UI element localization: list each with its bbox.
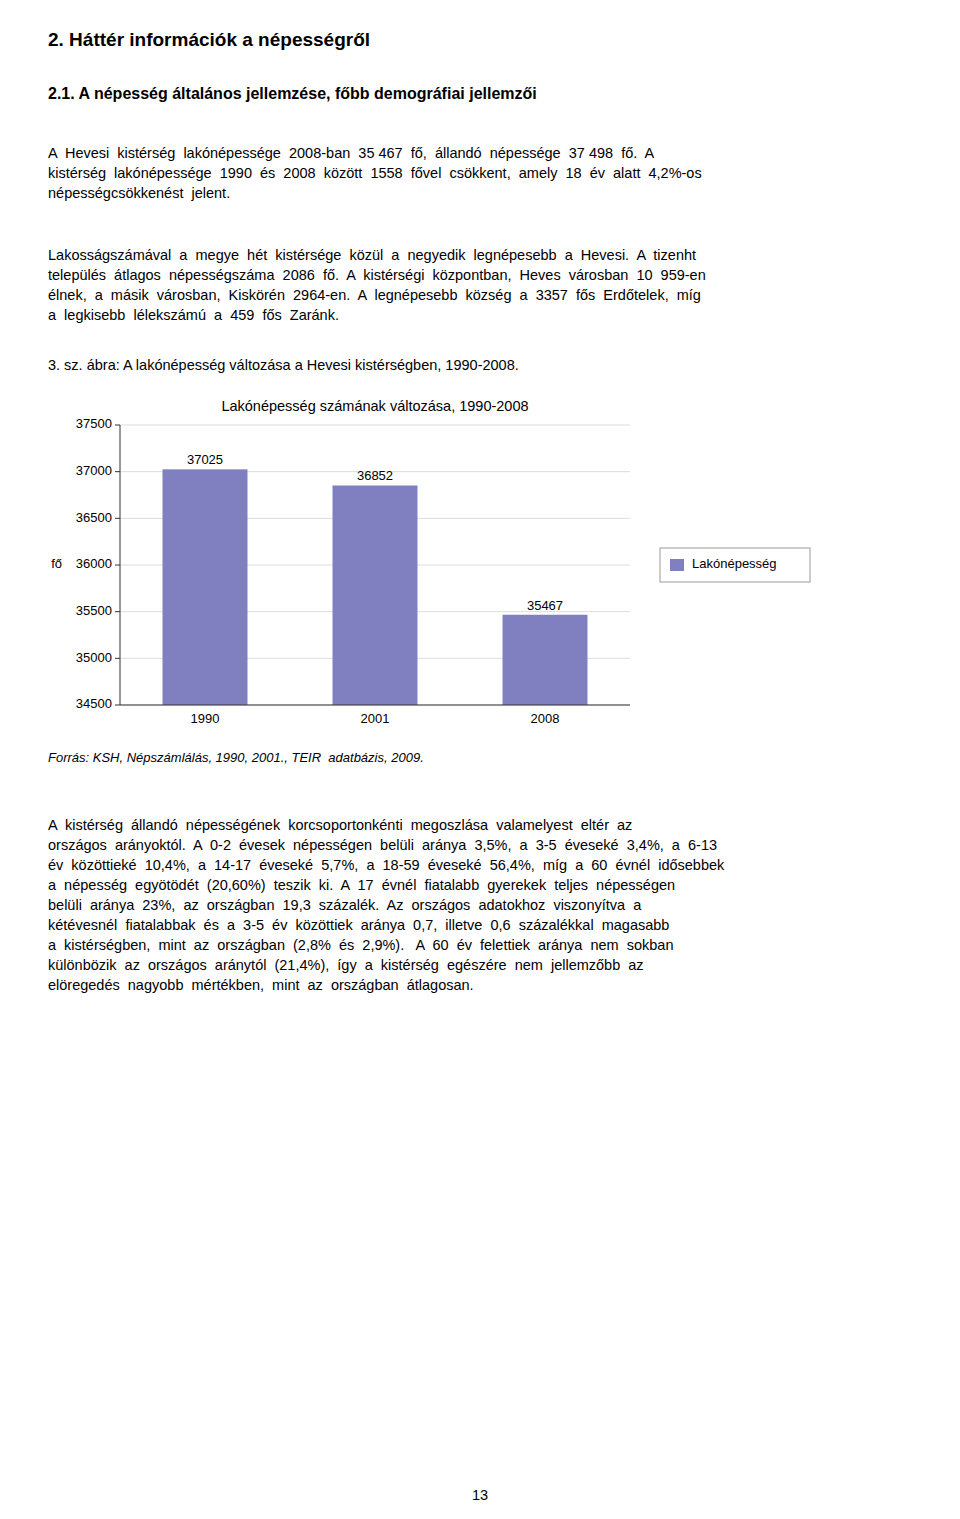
bar xyxy=(333,485,418,705)
paragraph-line: belüli aránya 23%, az országban 19,3 szá… xyxy=(48,897,642,913)
section-title: 2.1. A népesség általános jellemzése, fő… xyxy=(48,85,537,102)
paragraph-line: Lakosságszámával a megye hét kistérsége … xyxy=(48,247,696,263)
y-tick xyxy=(115,565,120,566)
chart: Lakónépesség számának változása, 1990-20… xyxy=(51,398,810,726)
paragraph-line: országos arányoktól. A 0-2 évesek népess… xyxy=(48,837,717,853)
page-number: 13 xyxy=(472,1487,488,1503)
y-axis-label: fő xyxy=(51,556,62,571)
y-axis xyxy=(120,425,121,705)
y-tick-label: 34500 xyxy=(76,696,112,711)
legend-entry: Lakónépesség xyxy=(692,556,777,571)
y-tick xyxy=(115,471,120,472)
x-axis xyxy=(120,705,630,706)
paragraph-line: élnek, a másik városban, Kiskörén 2964-e… xyxy=(48,287,701,303)
source: Forrás: KSH, Népszámlálás, 1990, 2001., … xyxy=(48,750,424,765)
y-tick-label: 37000 xyxy=(76,463,112,478)
caption: 3. sz. ábra: A lakónépesség változása a … xyxy=(48,357,519,373)
y-tick-label: 35000 xyxy=(76,650,112,665)
y-tick xyxy=(115,658,120,659)
y-tick xyxy=(115,611,120,612)
paragraph-line: a kistérségben, mint az országban (2,8% … xyxy=(48,937,673,953)
paragraph-line: elöregedés nagyobb mértékben, mint az or… xyxy=(48,977,474,993)
paragraph-line: A Hevesi kistérség lakónépessége 2008-ba… xyxy=(48,145,655,161)
x-tick-label: 1990 xyxy=(191,711,220,726)
bar xyxy=(163,469,248,705)
paragraph-line: év közöttieké 10,4%, a 14-17 éveseké 5,7… xyxy=(48,857,725,873)
legend-box xyxy=(660,548,810,582)
y-tick xyxy=(115,518,120,519)
x-tick-label: 2008 xyxy=(531,711,560,726)
y-tick-label: 35500 xyxy=(76,603,112,618)
y-tick-label: 36500 xyxy=(76,510,112,525)
paragraph-line: népességcsökkenést jelent. xyxy=(48,185,230,201)
grid-line xyxy=(120,705,630,706)
x-tick-label: 2001 xyxy=(361,711,390,726)
legend: Lakónépesség xyxy=(660,548,810,582)
data-label: 36852 xyxy=(357,468,393,483)
paragraph-line: település átlagos népességszáma 2086 fő.… xyxy=(48,267,706,283)
data-label: 37025 xyxy=(187,452,223,467)
grid-line xyxy=(120,425,630,426)
background xyxy=(0,0,960,1519)
chart-title: Lakónépesség számának változása, 1990-20… xyxy=(221,398,528,414)
paragraph-line: különbözik az országos aránytól (21,4%),… xyxy=(48,957,644,973)
paragraph-line: kistérség lakónépessége 1990 és 2008 köz… xyxy=(48,165,702,181)
y-tick-label: 37500 xyxy=(76,416,112,431)
paragraph-line: a legkisebb lélekszámú a 459 fős Zaránk. xyxy=(48,307,339,323)
paragraph-line: A kistérség állandó népességének korcsop… xyxy=(48,817,632,833)
data-labels: 37025 36852 35467 xyxy=(187,452,563,612)
paragraph-line: kétévesnél fiatalabbak és a 3-5 év közöt… xyxy=(48,917,669,933)
y-tick xyxy=(115,425,120,426)
page-title: 2. Háttér információk a népességről xyxy=(48,29,370,50)
y-tick xyxy=(115,705,120,706)
y-tick-label: 36000 xyxy=(76,556,112,571)
legend-swatch xyxy=(670,559,684,571)
data-label: 35467 xyxy=(527,598,563,613)
bar xyxy=(503,615,588,705)
page: 2. Háttér információk a népességről 2.1. … xyxy=(0,0,960,1519)
paragraph-line: a népesség egyötödét (20,60%) teszik ki.… xyxy=(48,877,675,893)
bars xyxy=(163,469,588,705)
